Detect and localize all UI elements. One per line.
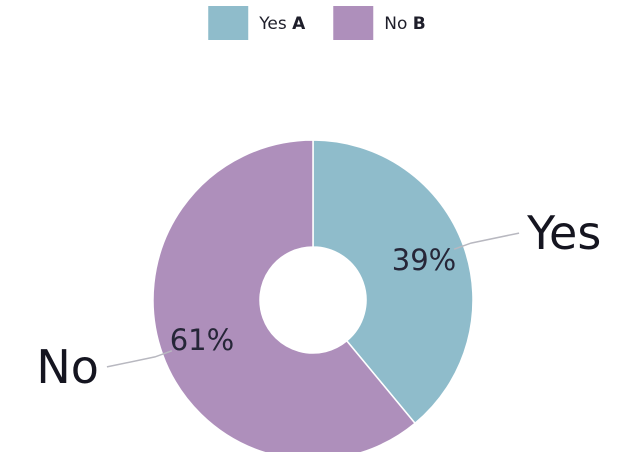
slices — [152, 139, 474, 452]
leader-lines — [106, 232, 520, 368]
slice-no — [152, 139, 417, 452]
labels: 39% Yes 61% No — [36, 206, 601, 394]
legend-label-no: No B — [384, 14, 426, 34]
legend-swatch-no — [333, 6, 374, 40]
legend-swatch-yes — [208, 6, 249, 40]
slice-yes — [312, 139, 474, 425]
value-label-no: 61% — [170, 323, 234, 357]
category-label-no: No — [36, 340, 99, 394]
value-label-yes: 39% — [392, 243, 456, 277]
legend-label-yes: Yes A — [258, 14, 306, 34]
category-label-yes: Yes — [526, 206, 601, 260]
leader-line-yes — [453, 232, 520, 250]
leader-line-no — [106, 350, 173, 368]
legend: Yes A No B — [208, 6, 426, 40]
